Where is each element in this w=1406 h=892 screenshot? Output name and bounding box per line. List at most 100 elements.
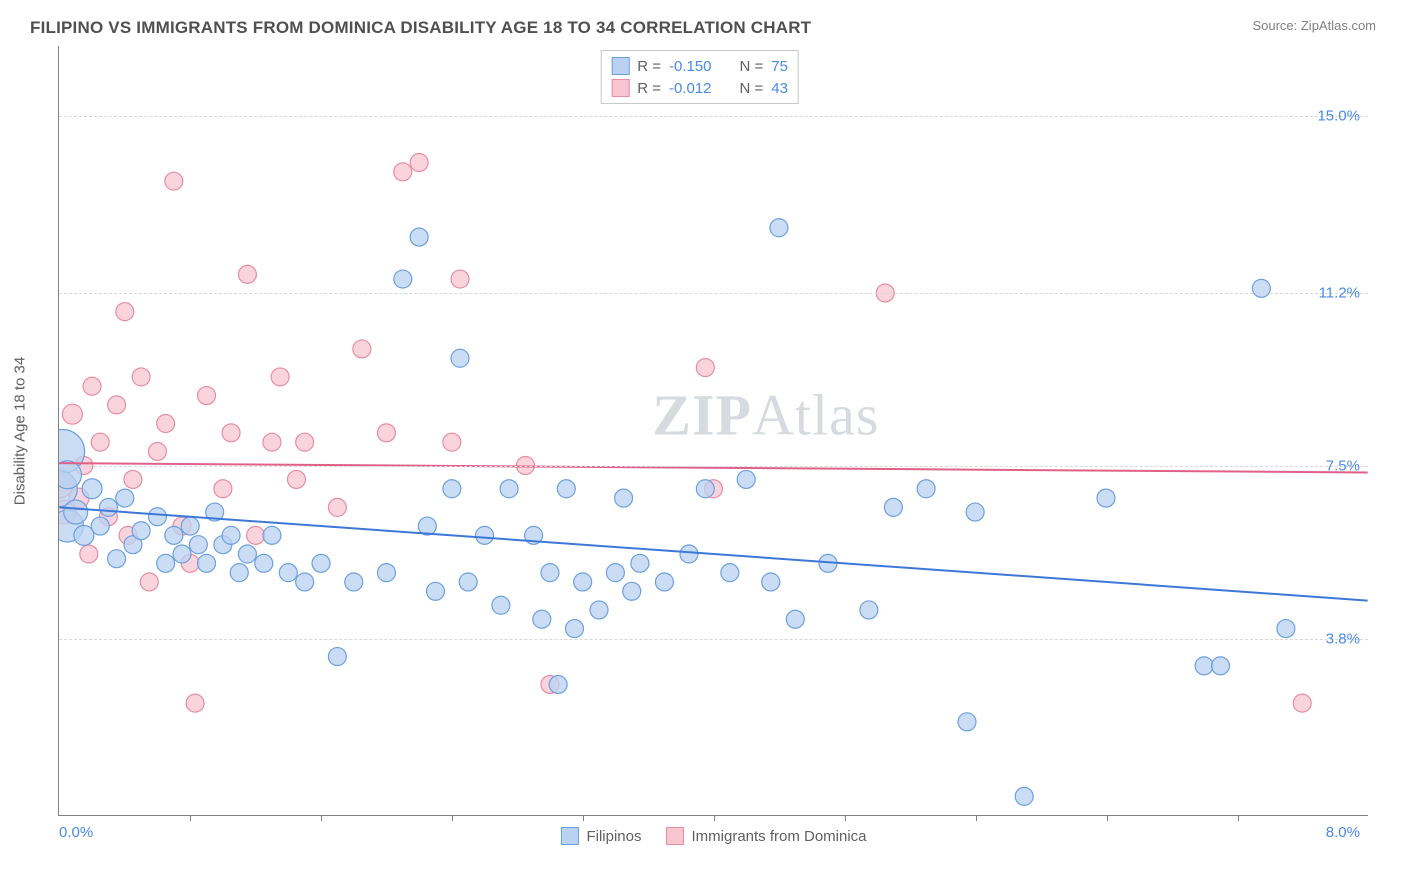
x-tick bbox=[1238, 815, 1239, 821]
scatter-point bbox=[443, 433, 461, 451]
scatter-point bbox=[83, 377, 101, 395]
x-tick bbox=[452, 815, 453, 821]
r-value-2: -0.012 bbox=[669, 80, 712, 97]
scatter-point bbox=[99, 498, 117, 516]
scatter-point bbox=[410, 154, 428, 172]
scatter-overlay bbox=[59, 46, 1368, 815]
scatter-point bbox=[59, 500, 76, 524]
scatter-point bbox=[557, 480, 575, 498]
stat-row-2: R = -0.012 N = 43 bbox=[607, 77, 792, 99]
scatter-point bbox=[82, 479, 102, 499]
scatter-point bbox=[1277, 620, 1295, 638]
legend-item-1: Filipinos bbox=[560, 827, 641, 845]
x-tick bbox=[583, 815, 584, 821]
scatter-point bbox=[287, 470, 305, 488]
scatter-point bbox=[377, 424, 395, 442]
scatter-point bbox=[418, 517, 436, 535]
scatter-point bbox=[255, 554, 273, 572]
scatter-point bbox=[492, 596, 510, 614]
stat-box: R = -0.150 N = 75 R = -0.012 N = 43 bbox=[600, 50, 799, 104]
scatter-point bbox=[1097, 489, 1115, 507]
scatter-point bbox=[590, 601, 608, 619]
scatter-point bbox=[631, 554, 649, 572]
scatter-point bbox=[108, 550, 126, 568]
scatter-point bbox=[124, 536, 142, 554]
scatter-point bbox=[312, 554, 330, 572]
scatter-point bbox=[99, 508, 117, 526]
legend-swatch-1 bbox=[560, 827, 578, 845]
scatter-point bbox=[451, 270, 469, 288]
scatter-point bbox=[279, 564, 297, 582]
watermark: ZIPAtlas bbox=[652, 382, 879, 449]
scatter-point bbox=[181, 554, 199, 572]
scatter-point bbox=[410, 228, 428, 246]
scatter-point bbox=[377, 564, 395, 582]
scatter-point bbox=[222, 526, 240, 544]
scatter-point bbox=[132, 368, 150, 386]
scatter-point bbox=[394, 163, 412, 181]
scatter-point bbox=[680, 545, 698, 563]
swatch-series-1 bbox=[611, 57, 629, 75]
n-label: N = bbox=[740, 58, 764, 75]
scatter-point bbox=[655, 573, 673, 591]
scatter-point bbox=[1195, 657, 1213, 675]
r-value-1: -0.150 bbox=[669, 58, 712, 75]
scatter-point bbox=[247, 526, 265, 544]
scatter-point bbox=[884, 498, 902, 516]
scatter-point bbox=[426, 582, 444, 600]
scatter-point bbox=[394, 270, 412, 288]
scatter-point bbox=[157, 554, 175, 572]
scatter-point bbox=[549, 676, 567, 694]
legend-label-1: Filipinos bbox=[586, 828, 641, 845]
scatter-point bbox=[533, 610, 551, 628]
gridline-h bbox=[59, 293, 1368, 294]
scatter-point bbox=[786, 610, 804, 628]
scatter-point bbox=[1015, 787, 1033, 805]
scatter-point bbox=[108, 396, 126, 414]
scatter-point bbox=[966, 503, 984, 521]
scatter-point bbox=[148, 508, 166, 526]
plot-container: Disability Age 18 to 34 ZIPAtlas R = -0.… bbox=[30, 46, 1376, 816]
x-origin-label: 0.0% bbox=[59, 824, 93, 841]
scatter-point bbox=[696, 359, 714, 377]
regression-line bbox=[59, 507, 1367, 600]
scatter-point bbox=[69, 488, 89, 508]
scatter-point bbox=[566, 620, 584, 638]
scatter-point bbox=[296, 433, 314, 451]
scatter-point bbox=[770, 219, 788, 237]
stat-row-1: R = -0.150 N = 75 bbox=[607, 55, 792, 77]
scatter-point bbox=[762, 573, 780, 591]
scatter-point bbox=[222, 424, 240, 442]
scatter-point bbox=[1252, 279, 1270, 297]
scatter-point bbox=[353, 340, 371, 358]
scatter-point bbox=[198, 387, 216, 405]
scatter-point bbox=[140, 573, 158, 591]
regression-line bbox=[59, 463, 1367, 472]
y-tick-label: 3.8% bbox=[1326, 630, 1360, 647]
scatter-point bbox=[206, 503, 224, 521]
x-tick bbox=[976, 815, 977, 821]
scatter-point bbox=[623, 582, 641, 600]
scatter-point bbox=[1293, 694, 1311, 712]
scatter-point bbox=[737, 470, 755, 488]
gridline-h bbox=[59, 466, 1368, 467]
header-row: FILIPINO VS IMMIGRANTS FROM DOMINICA DIS… bbox=[0, 0, 1406, 46]
r-label-2: R = bbox=[637, 80, 661, 97]
scatter-point bbox=[443, 480, 461, 498]
scatter-point bbox=[451, 349, 469, 367]
scatter-point bbox=[296, 573, 314, 591]
scatter-point bbox=[198, 554, 216, 572]
y-tick-label: 15.0% bbox=[1317, 108, 1360, 125]
scatter-point bbox=[615, 489, 633, 507]
scatter-point bbox=[574, 573, 592, 591]
legend-item-2: Immigrants from Dominica bbox=[665, 827, 866, 845]
scatter-point bbox=[500, 480, 518, 498]
r-label: R = bbox=[637, 58, 661, 75]
legend-swatch-2 bbox=[665, 827, 683, 845]
chart-title: FILIPINO VS IMMIGRANTS FROM DOMINICA DIS… bbox=[30, 18, 811, 38]
plot-area: ZIPAtlas R = -0.150 N = 75 R = -0.012 N … bbox=[58, 46, 1368, 816]
x-tick bbox=[321, 815, 322, 821]
scatter-point bbox=[214, 536, 232, 554]
scatter-point bbox=[74, 525, 94, 545]
scatter-point bbox=[860, 601, 878, 619]
